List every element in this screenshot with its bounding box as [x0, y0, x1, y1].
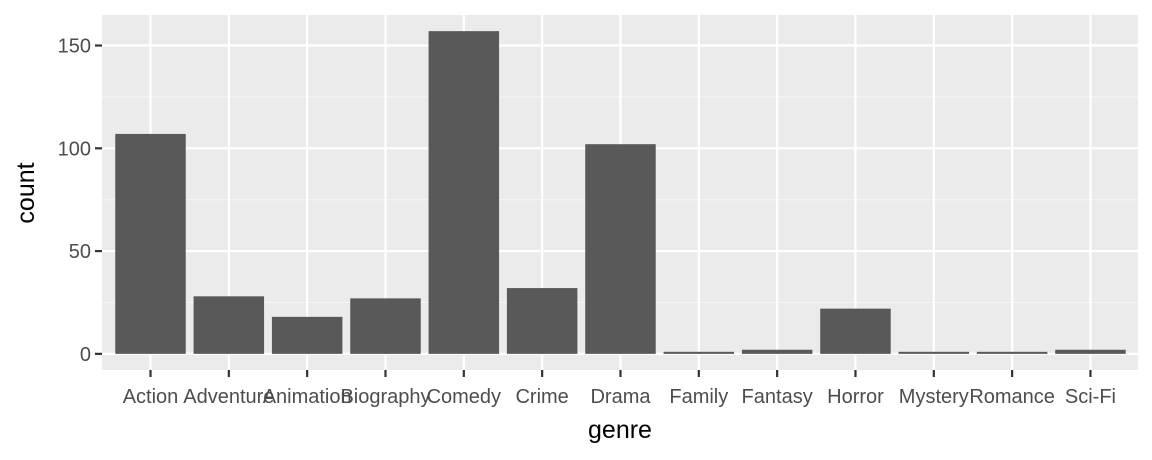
bar — [898, 351, 970, 354]
y-tick-label: 50 — [69, 241, 91, 263]
bar — [428, 31, 500, 354]
x-tick-label: Fantasy — [742, 386, 813, 408]
axes: 0 50 100 150 Action AdventureAnimationBiograp… — [58, 36, 1116, 408]
bar — [506, 288, 578, 354]
y-tick-label: 100 — [58, 138, 91, 160]
bar — [350, 298, 421, 354]
bar — [820, 308, 891, 354]
x-tick-label: Crime — [515, 386, 568, 408]
bar — [1055, 349, 1126, 354]
bar — [741, 349, 813, 354]
x-axis-title: genre — [588, 416, 652, 444]
bar — [115, 133, 186, 354]
x-tick-label: Family — [669, 386, 728, 408]
x-tick-label: Drama — [590, 386, 651, 408]
x-tick-label: Biography — [340, 386, 430, 408]
y-tick-label: 150 — [58, 36, 91, 58]
bar — [193, 296, 265, 354]
x-tick-label: Adventure — [183, 386, 274, 408]
y-axis-title: count — [12, 162, 40, 223]
bar — [271, 316, 343, 354]
x-tick-label: Action — [123, 386, 179, 408]
x-tick-label: Animation — [263, 386, 352, 408]
bar — [663, 351, 735, 354]
bar — [585, 144, 656, 354]
x-tick-label: Comedy — [427, 386, 501, 408]
x-tick-label: Sci-Fi — [1065, 386, 1116, 408]
x-tick-label: Mystery — [899, 386, 969, 408]
bar — [976, 351, 1048, 354]
x-tick-label: Horror — [827, 386, 884, 408]
bars — [115, 31, 1126, 354]
x-tick-label: Romance — [969, 386, 1055, 408]
y-tick-label: 0 — [80, 344, 91, 366]
